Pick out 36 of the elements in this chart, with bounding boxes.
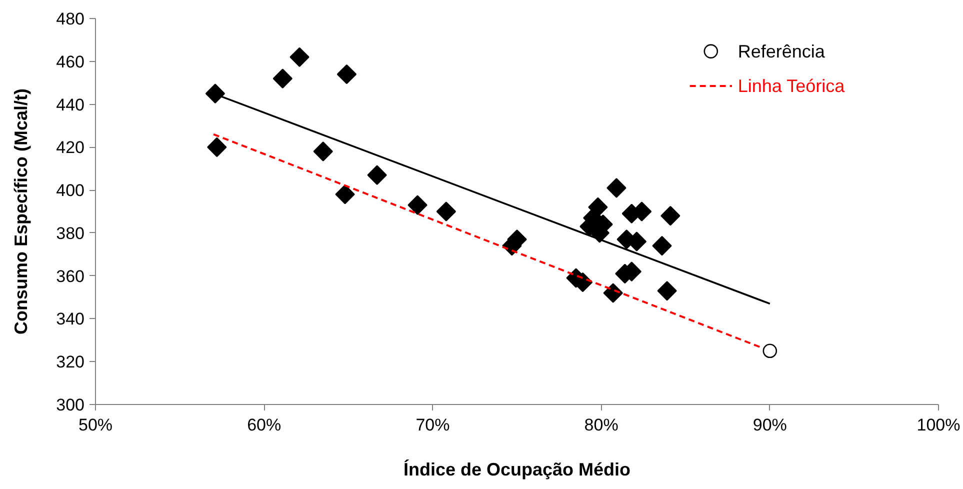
point <box>436 202 456 222</box>
point <box>367 165 387 185</box>
point <box>313 142 333 162</box>
y-axis-title: Consumo Específico (Mcal/t) <box>11 88 32 335</box>
point <box>336 64 357 84</box>
x-tick-label: 100% <box>916 416 960 434</box>
y-tick-label: 380 <box>56 224 85 243</box>
x-tick-label: 60% <box>247 416 282 434</box>
point <box>408 195 428 215</box>
y-tick-label: 460 <box>56 52 85 72</box>
point <box>290 47 310 67</box>
x-tick-label: 80% <box>584 416 618 434</box>
y-tick-label: 440 <box>56 95 85 114</box>
y-tick-label: 360 <box>56 266 85 286</box>
point <box>660 206 680 226</box>
point <box>335 184 355 204</box>
y-tick-label: 400 <box>56 181 85 200</box>
point <box>657 281 677 301</box>
x-tick-label: 50% <box>78 416 113 434</box>
x-tick-label: 90% <box>752 416 787 434</box>
y-tick-label: 340 <box>56 310 85 329</box>
legend-label: Referência <box>738 41 826 62</box>
y-tick-label: 300 <box>56 396 85 414</box>
point <box>205 84 226 104</box>
y-tick-label: 320 <box>56 352 85 372</box>
legend-label: Linha Teórica <box>738 76 846 96</box>
x-axis-title: Índice de Ocupação Médio <box>403 460 631 480</box>
y-tick-label: 480 <box>56 10 85 28</box>
point <box>652 236 672 256</box>
point <box>603 283 623 303</box>
point <box>606 178 626 198</box>
y-tick-label: 420 <box>56 138 85 158</box>
point <box>272 68 292 88</box>
x-tick-label: 70% <box>416 416 450 434</box>
point <box>762 344 778 358</box>
point <box>207 137 227 158</box>
